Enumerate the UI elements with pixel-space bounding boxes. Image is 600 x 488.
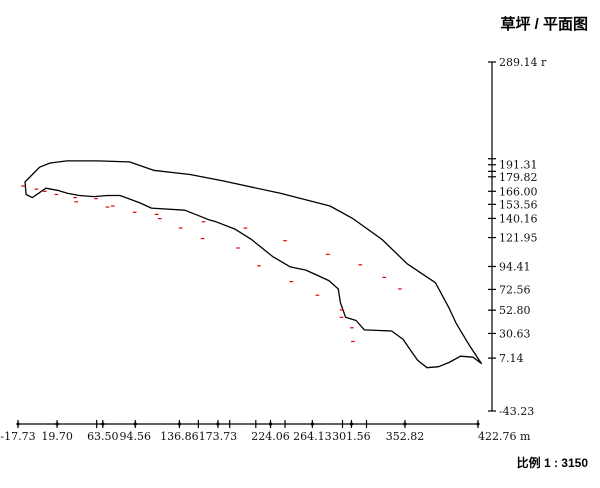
- y-tick-label: 153.56: [499, 198, 538, 211]
- x-tick-dot: [55, 422, 59, 426]
- y-tick-label: 179.82: [499, 171, 538, 184]
- x-tick-label: 422.76 m: [478, 430, 531, 443]
- x-tick-label: 136.86: [160, 430, 199, 443]
- boundary-markers: [21, 185, 402, 343]
- y-tick-label: 52.80: [499, 304, 531, 317]
- x-tick-label: 173.73: [199, 430, 238, 443]
- x-tick-label: 352.82: [386, 430, 425, 443]
- x-tick-label: 19.70: [41, 430, 73, 443]
- y-tick-label: 121.95: [499, 232, 538, 245]
- y-tick-label: 166.00: [499, 185, 538, 198]
- x-tick-dot: [216, 422, 220, 426]
- x-tick-dot: [349, 422, 354, 426]
- x-tick-dot: [177, 422, 182, 426]
- y-tick-label: 191.31: [499, 159, 538, 172]
- y-tick-label: 72.56: [499, 283, 531, 296]
- lawn-boundary: [24, 160, 483, 369]
- x-tick-dot: [101, 422, 105, 426]
- x-tick-dot: [133, 422, 137, 426]
- x-axis: -17.73 19.70 63.50 94.56 136.86 173.73 224.06 2…: [0, 420, 531, 443]
- y-tick-label: 140.16: [499, 212, 538, 225]
- x-tick-dot: [310, 422, 314, 426]
- y-tick-label: 30.63: [499, 327, 531, 340]
- y-tick-label: 94.41: [499, 260, 531, 273]
- x-tick-label: 224.06: [251, 430, 290, 443]
- x-tick-label: -17.73: [0, 430, 35, 443]
- x-tick-label: 301.56: [332, 430, 371, 443]
- x-tick-label: 264.13: [293, 430, 332, 443]
- y-tick-label: 7.14: [499, 352, 524, 365]
- scale-label: 比例 1 : 3150: [516, 456, 588, 470]
- x-tick-label: 63.50: [87, 430, 119, 443]
- x-tick-dot: [476, 422, 480, 426]
- x-tick-dot: [403, 422, 407, 426]
- y-tick-label: 289.14 r: [499, 56, 547, 69]
- x-tick-dot: [16, 422, 20, 426]
- plan-title: 草坪 / 平面图: [500, 16, 588, 33]
- x-tick-label: 94.56: [120, 430, 152, 443]
- x-tick-dot: [268, 422, 273, 426]
- lawn-outline: [24, 160, 483, 369]
- y-tick-label: -43.23: [499, 405, 534, 418]
